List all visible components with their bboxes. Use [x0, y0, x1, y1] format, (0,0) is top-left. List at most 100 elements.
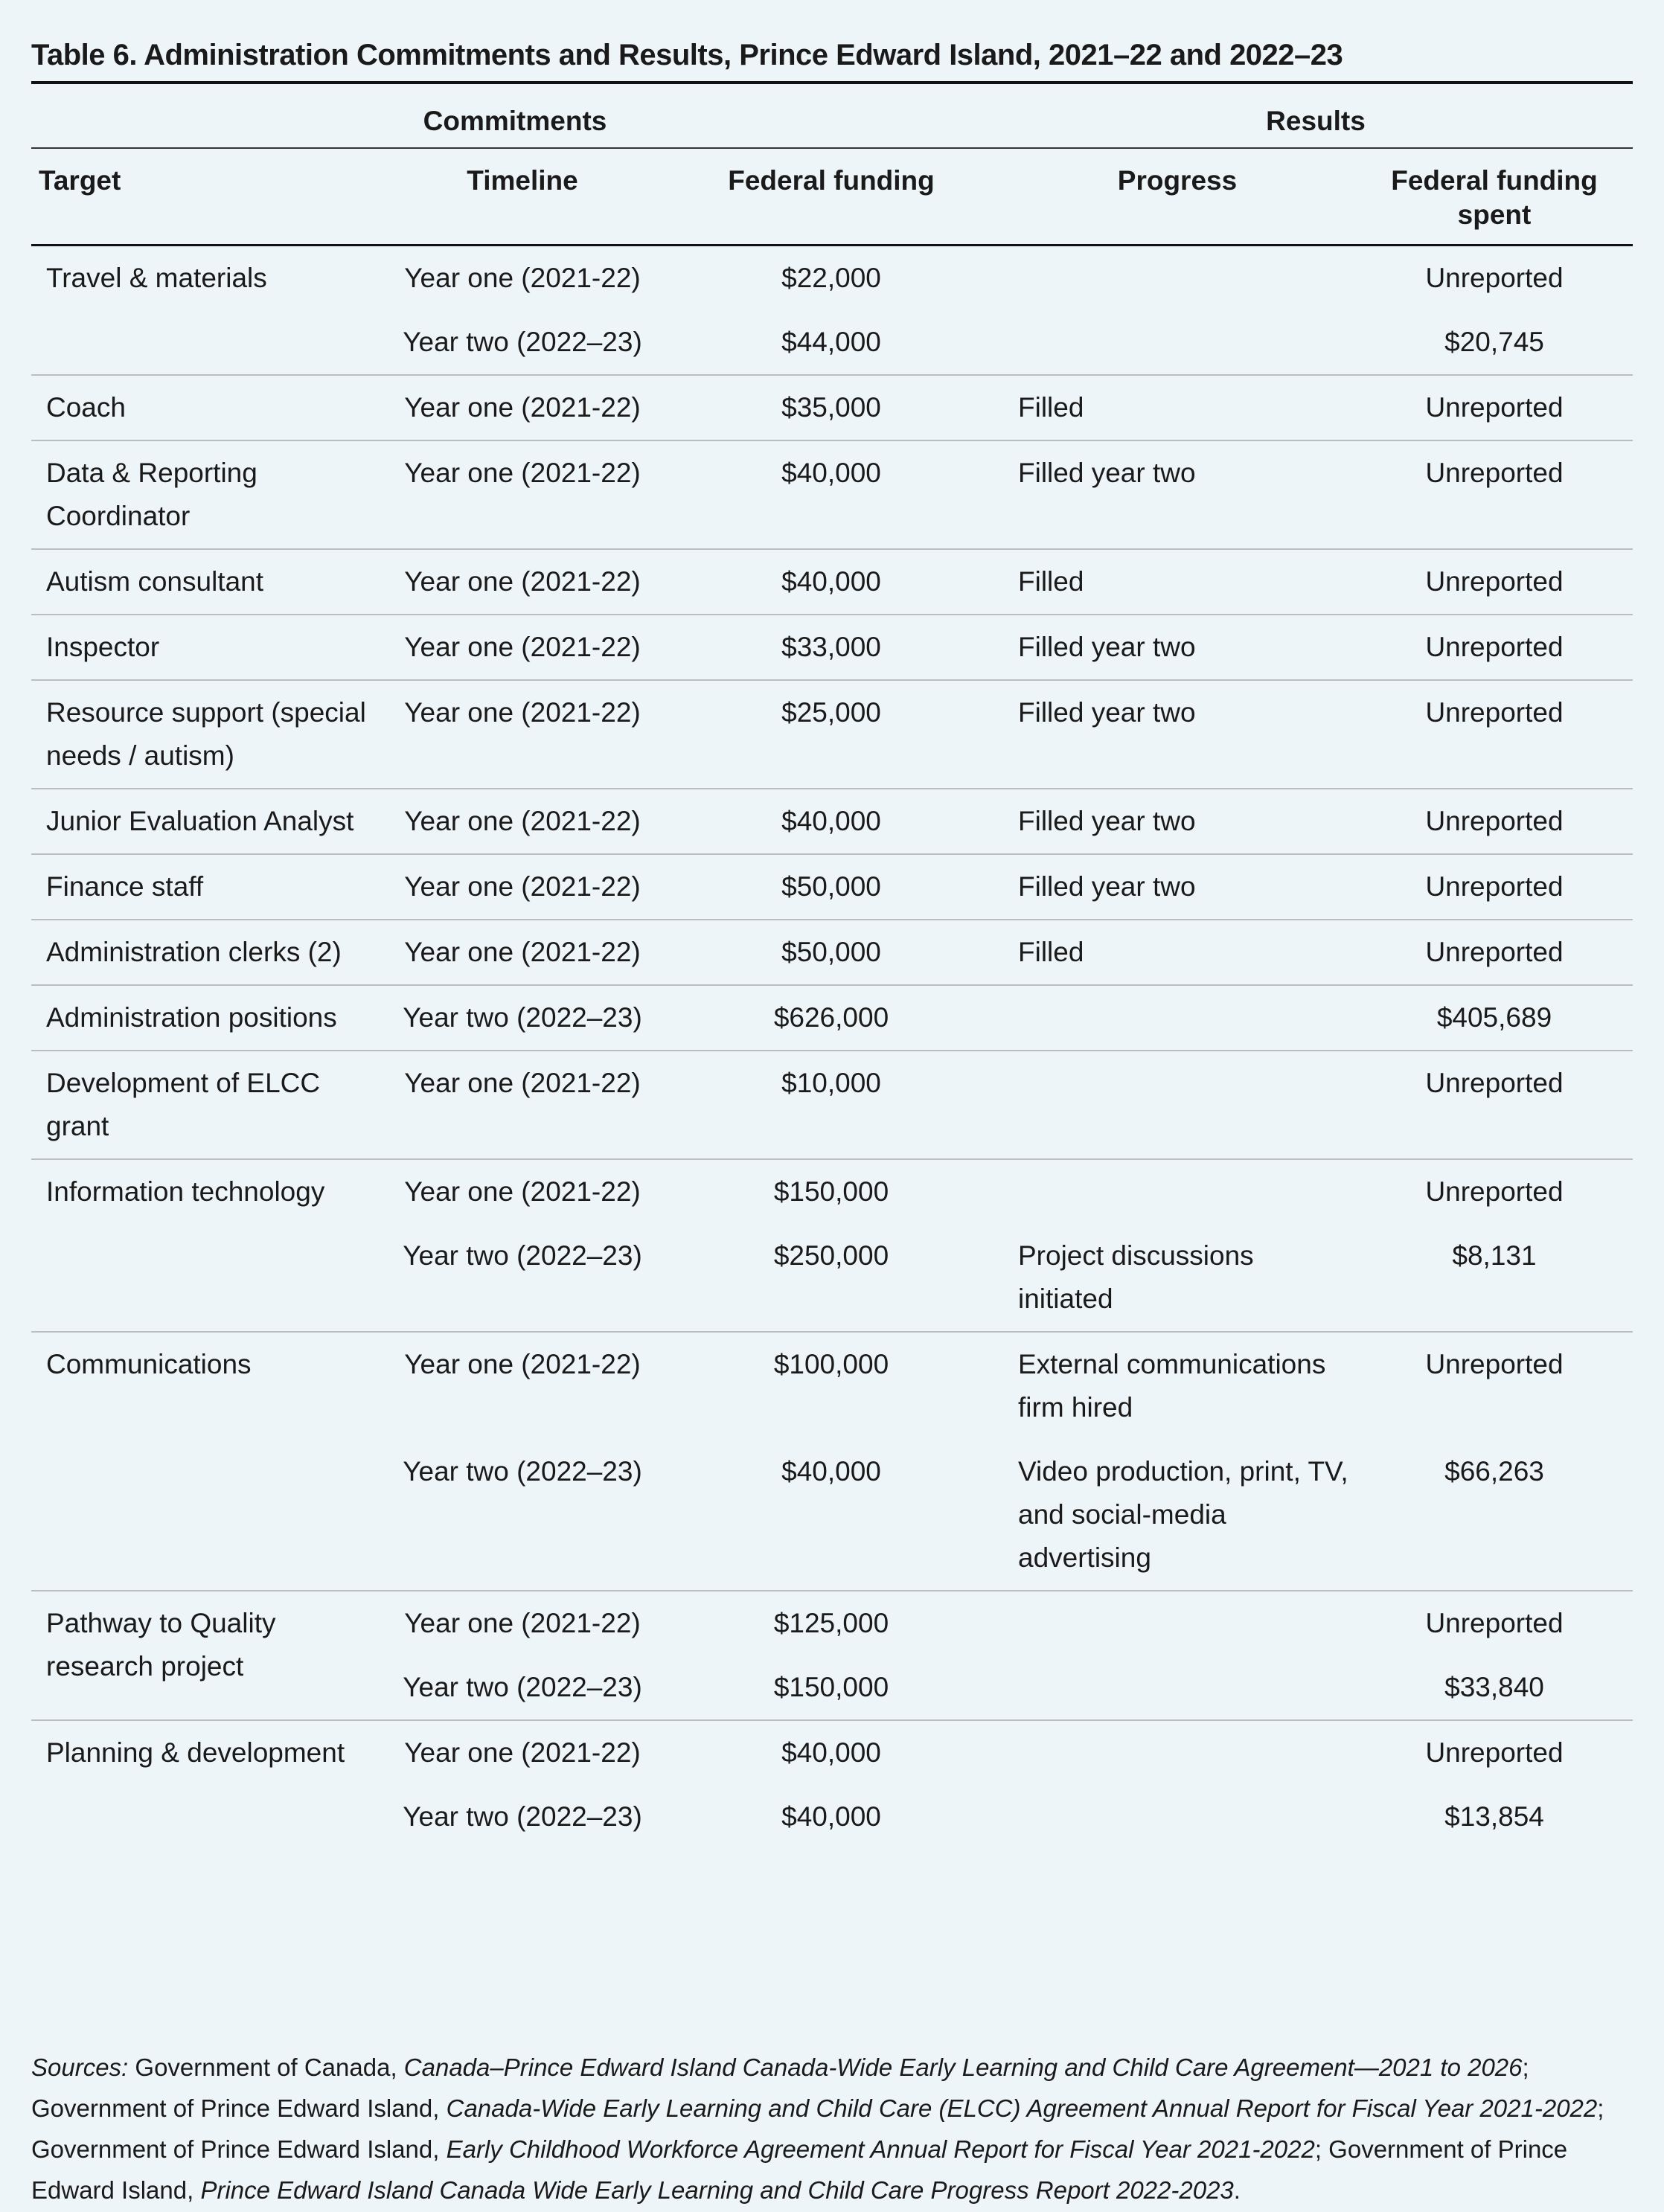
source-text: Prince Edward Island Canada Wide Early L…: [200, 2176, 1234, 2204]
source-text: ; Government of Prince Edward Island,: [31, 2094, 1604, 2163]
spent-cell: Unreported: [1425, 1068, 1564, 1098]
spent-cell: Unreported: [1425, 1349, 1564, 1379]
column-header: Target: [31, 148, 381, 246]
timeline-cell: Year one (2021-22): [404, 1349, 641, 1379]
target-cell: Information technology: [46, 1176, 325, 1207]
progress-cell: Filled: [1018, 937, 1084, 967]
table-row: Communications Year one (2021-22) $100,000…: [31, 1332, 1633, 1440]
progress-cell: [999, 1159, 1356, 1224]
spent-cell: Unreported: [1425, 871, 1564, 902]
table-row: Year two (2022–23) $250,000 Project discus…: [31, 1224, 1633, 1332]
timeline-cell: Year two (2022–23): [403, 1456, 642, 1487]
target-cell: Finance staff: [46, 871, 204, 902]
source-text: Government of Canada,: [128, 2054, 404, 2081]
spent-cell: Unreported: [1425, 1176, 1564, 1207]
progress-cell: [999, 310, 1356, 375]
spent-cell: Unreported: [1425, 263, 1564, 293]
spent-cell: $20,745: [1444, 327, 1544, 357]
source-text: ; Government of Prince Edward Island,: [31, 2054, 1529, 2122]
row-group: Inspector Year one (2021-22) $33,000 Filled…: [31, 615, 1633, 680]
spent-cell: Unreported: [1425, 1737, 1564, 1768]
timeline-cell: Year two (2022–23): [403, 1672, 642, 1702]
table-row: Inspector Year one (2021-22) $33,000 Filled…: [31, 615, 1633, 680]
timeline-cell: Year one (2021-22): [404, 871, 641, 902]
row-group: Communications Year one (2021-22) $100,000…: [31, 1332, 1633, 1591]
timeline-cell: Year one (2021-22): [404, 263, 641, 293]
row-group: Resource support (special needs / autism…: [31, 680, 1633, 789]
source-text: Sources:: [31, 2054, 129, 2081]
table-row: Travel & materials Year one (2021-22) $22,…: [31, 246, 1633, 311]
funding-cell: $40,000: [781, 458, 881, 488]
progress-cell: [999, 1785, 1356, 1849]
spent-cell: $66,263: [1444, 1456, 1544, 1487]
spent-cell: $13,854: [1444, 1801, 1544, 1832]
timeline-cell: Year one (2021-22): [404, 806, 641, 836]
table-row: Year two (2022–23) $150,000 $33,840: [31, 1655, 1633, 1720]
funding-cell: $250,000: [773, 1240, 889, 1271]
progress-cell: Filled: [1018, 392, 1084, 423]
funding-cell: $44,000: [781, 327, 881, 357]
funding-cell: $25,000: [781, 697, 881, 728]
funding-cell: $125,000: [773, 1608, 889, 1638]
spent-cell: Unreported: [1425, 566, 1564, 597]
source-text: Early Childhood Workforce Agreement Annu…: [446, 2135, 1315, 2163]
funding-cell: $150,000: [773, 1176, 889, 1207]
progress-cell: Filled: [1018, 566, 1084, 597]
column-header: Federal funding: [664, 148, 999, 246]
funding-cell: $22,000: [781, 263, 881, 293]
target-cell: Development of ELCC grant: [46, 1068, 321, 1141]
target-cell: Pathway to Quality research project: [46, 1608, 276, 1682]
table-row: Development of ELCC grant Year one (2021-…: [31, 1051, 1633, 1159]
spent-cell: Unreported: [1425, 806, 1564, 836]
timeline-cell: Year one (2021-22): [404, 1176, 641, 1207]
funding-cell: $40,000: [781, 1456, 881, 1487]
progress-cell: [999, 985, 1356, 1051]
row-group: Junior Evaluation Analyst Year one (2021-…: [31, 789, 1633, 854]
funding-cell: $626,000: [773, 1002, 889, 1033]
target-cell: Data & Reporting Coordinator: [46, 458, 257, 531]
progress-cell: Filled year two: [1018, 871, 1196, 902]
source-text: Canada-Wide Early Learning and Child Car…: [446, 2094, 1598, 2122]
target-cell: Junior Evaluation Analyst: [46, 806, 354, 836]
timeline-cell: Year one (2021-22): [404, 697, 641, 728]
target-cell: Communications: [46, 1349, 252, 1379]
timeline-cell: Year one (2021-22): [404, 632, 641, 662]
table-row: Autism consultant Year one (2021-22) $40,0…: [31, 549, 1633, 615]
progress-cell: [999, 1655, 1356, 1720]
column-header: Timeline: [381, 148, 664, 246]
target-cell: Resource support (special needs / autism…: [46, 697, 366, 771]
group-header: Results: [999, 94, 1633, 149]
funding-cell: $33,000: [781, 632, 881, 662]
column-header: Progress: [999, 148, 1356, 246]
spent-cell: Unreported: [1425, 937, 1564, 967]
spent-cell: Unreported: [1425, 697, 1564, 728]
table-row: Year two (2022–23) $40,000 $13,854: [31, 1785, 1633, 1849]
table-row: Finance staff Year one (2021-22) $50,000 Fi…: [31, 854, 1633, 920]
table-row: Pathway to Quality research project Year …: [31, 1591, 1633, 1682]
source-text: ; Government of Prince Edward Island,: [31, 2135, 1568, 2204]
table-row: Year two (2022–23) $44,000 $20,745: [31, 310, 1633, 375]
target-cell: Coach: [46, 392, 126, 423]
spent-cell: Unreported: [1425, 392, 1564, 423]
progress-cell: [999, 246, 1356, 311]
progress-cell: [999, 1051, 1356, 1159]
funding-cell: $40,000: [781, 806, 881, 836]
spent-cell: $405,689: [1436, 1002, 1552, 1033]
progress-cell: [999, 1720, 1356, 1785]
table-row: Junior Evaluation Analyst Year one (2021-…: [31, 789, 1633, 854]
target-cell: Planning & development: [46, 1737, 345, 1768]
timeline-cell: Year one (2021-22): [404, 1068, 641, 1098]
row-group: Travel & materials Year one (2021-22) $22,…: [31, 246, 1633, 375]
funding-cell: $35,000: [781, 392, 881, 423]
spent-cell: $33,840: [1444, 1672, 1544, 1702]
table-row: Administration positions Year two (2022–2…: [31, 985, 1633, 1051]
funding-cell: $40,000: [781, 566, 881, 597]
timeline-cell: Year two (2022–23): [403, 1002, 642, 1033]
progress-cell: Filled year two: [1018, 632, 1196, 662]
target-cell: Administration clerks (2): [46, 937, 342, 967]
target-cell: Travel & materials: [46, 263, 267, 293]
table-row: Year two (2022–23) $40,000 Video productio…: [31, 1440, 1633, 1591]
row-group: Pathway to Quality research project Year …: [31, 1591, 1633, 1720]
table-row: Data & Reporting Coordinator Year one (20…: [31, 440, 1633, 549]
